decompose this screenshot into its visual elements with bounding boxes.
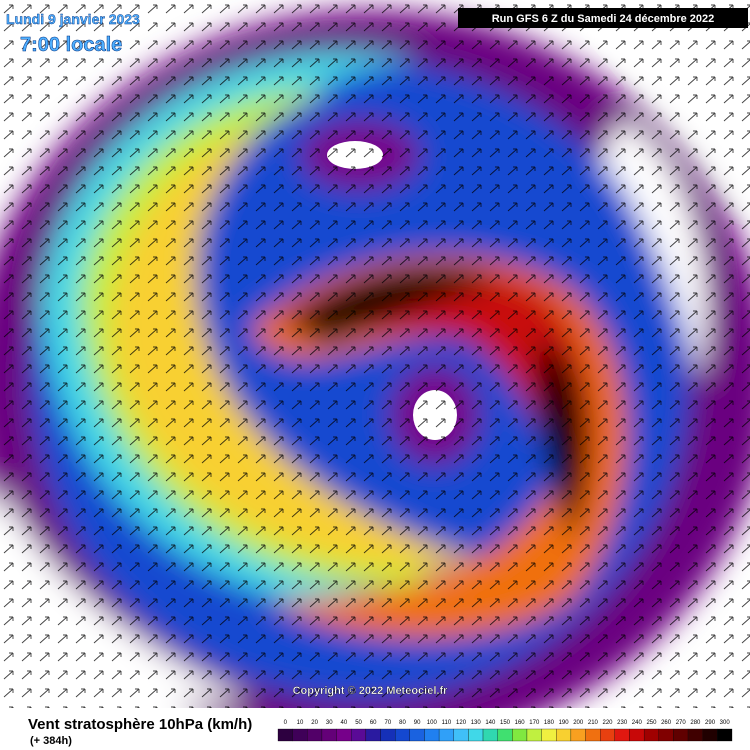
scale-label: 130 — [471, 720, 482, 726]
scale-label: 250 — [646, 720, 657, 726]
scale-label: 120 — [456, 720, 467, 726]
scale-swatch — [468, 728, 484, 742]
scale-swatch — [658, 728, 674, 742]
scale-label: 100 — [427, 720, 438, 726]
scale-swatch — [585, 728, 601, 742]
color-scale: 0 10 20 30 40 50 60 70 80 90 100 110 120 130 140 150 160… — [277, 720, 733, 742]
scale-swatch — [541, 728, 557, 742]
scale-swatch — [687, 728, 703, 742]
scale-label: 0 — [284, 720, 288, 726]
scale-swatch — [702, 728, 718, 742]
scale-swatch — [321, 728, 337, 742]
scale-swatch — [643, 728, 659, 742]
scale-swatch — [395, 728, 410, 742]
scale-label: 90 — [414, 720, 421, 726]
scale-swatch — [409, 728, 425, 742]
scale-label: 150 — [500, 720, 511, 726]
scale-label: 30 — [326, 720, 333, 726]
scale-label: 180 — [544, 720, 555, 726]
scale-label: 110 — [442, 720, 452, 726]
scale-label: 300 — [720, 720, 731, 726]
scale-label: 210 — [588, 720, 599, 726]
scale-swatch — [600, 728, 615, 742]
lead-time: (+ 384h) — [30, 735, 72, 747]
scale-swatch — [307, 728, 323, 742]
scale-label: 280 — [690, 720, 701, 726]
scale-label: 230 — [617, 720, 628, 726]
scale-label: 260 — [661, 720, 672, 726]
scale-swatch — [614, 728, 630, 742]
scale-label: 140 — [485, 720, 496, 726]
scale-label: 290 — [705, 720, 716, 726]
scale-label: 240 — [632, 720, 643, 726]
scale-label: 270 — [676, 720, 687, 726]
scale-label: 20 — [311, 720, 318, 726]
scale-swatch — [497, 728, 513, 742]
scale-label: 220 — [603, 720, 614, 726]
run-box — [458, 8, 748, 28]
scale-swatch — [526, 728, 542, 742]
scale-swatch — [336, 728, 352, 742]
scale-swatch — [380, 728, 396, 742]
scale-label: 70 — [384, 720, 391, 726]
scale-label: 60 — [370, 720, 377, 726]
scale-swatch — [673, 728, 689, 742]
scale-swatch — [512, 728, 528, 742]
copyright: Copyright © 2022 Meteociel.fr — [293, 685, 449, 697]
scale-label: 80 — [399, 720, 406, 726]
forecast-time: 7:00 locale — [20, 34, 122, 56]
scale-swatch — [365, 728, 381, 742]
run-info: Run GFS 6 Z du Samedi 24 décembre 2022 — [492, 13, 715, 25]
scale-swatch — [292, 728, 308, 742]
scale-swatch — [424, 728, 440, 742]
forecast-date: Lundi 9 janvier 2023 — [6, 11, 140, 27]
scale-label: 50 — [355, 720, 362, 726]
scale-label: 170 — [529, 720, 540, 726]
scale-swatch — [351, 728, 367, 742]
legend-title: Vent stratosphère 10hPa (km/h) — [28, 716, 252, 733]
scale-swatch — [629, 728, 645, 742]
scale-swatch — [438, 728, 454, 742]
scale-swatch — [277, 728, 293, 742]
scale-label: 10 — [297, 720, 304, 726]
scale-swatch — [717, 728, 733, 742]
scale-swatch — [556, 728, 572, 742]
scale-swatch — [570, 728, 586, 742]
scale-label: 160 — [515, 720, 526, 726]
scale-label: 190 — [559, 720, 570, 726]
scale-label: 200 — [573, 720, 584, 726]
scale-swatch — [482, 728, 498, 742]
scale-swatch — [453, 728, 469, 742]
scale-label: 40 — [341, 720, 348, 726]
